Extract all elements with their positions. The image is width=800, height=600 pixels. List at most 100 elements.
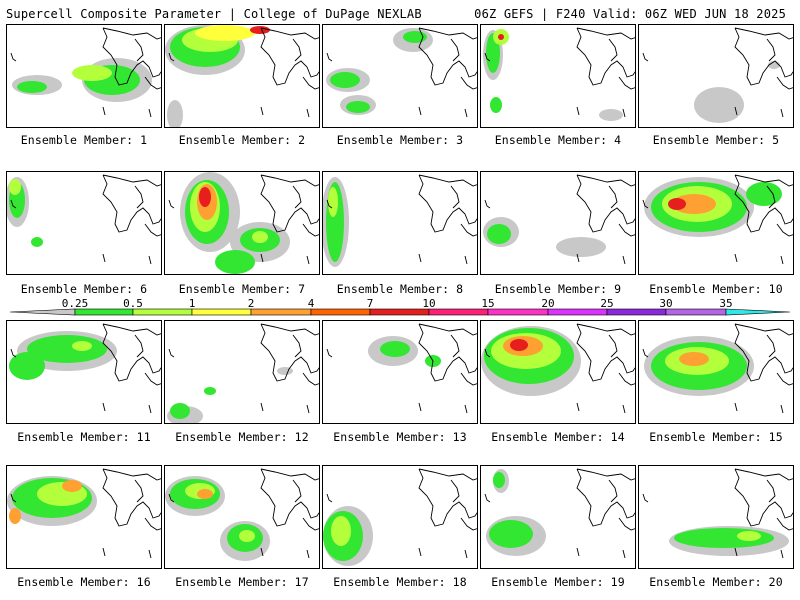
shoreline-segment xyxy=(642,493,784,559)
scp-field-map xyxy=(167,323,319,423)
legend-swatch xyxy=(369,308,430,316)
member-label: Ensemble Member: 6 xyxy=(20,282,148,296)
scp-field-map xyxy=(323,468,477,566)
member-label: Ensemble Member: 1 xyxy=(20,133,148,147)
scp-field-map xyxy=(642,174,793,265)
member-map-panel xyxy=(164,24,320,128)
legend-swatch xyxy=(310,308,371,316)
legend-swatch xyxy=(665,308,727,316)
legend-tick-label: 7 xyxy=(367,297,374,310)
member-label: Ensemble Member: 3 xyxy=(336,133,464,147)
contour-region xyxy=(331,516,351,546)
coastline xyxy=(418,27,477,90)
member-map-panel xyxy=(322,320,478,424)
legend-tick-label: 2 xyxy=(248,297,255,310)
contour-region xyxy=(346,101,370,113)
shoreline-segment xyxy=(326,199,468,265)
scp-field-map xyxy=(165,468,319,561)
contour-region xyxy=(498,34,504,40)
member-map-panel xyxy=(6,320,162,424)
member-label: Ensemble Member: 10 xyxy=(649,282,783,296)
contour-region xyxy=(72,341,92,351)
legend-tick-label: 30 xyxy=(659,297,672,310)
member-map-panel xyxy=(480,171,636,275)
coastline xyxy=(102,27,161,90)
member-map-panel xyxy=(638,24,794,128)
contour-region xyxy=(167,100,183,127)
member-label: Ensemble Member: 7 xyxy=(178,282,306,296)
contour-region xyxy=(250,26,270,34)
coastline xyxy=(102,323,161,386)
coastline xyxy=(734,174,793,237)
member-map-panel xyxy=(638,171,794,275)
coastline xyxy=(576,323,635,386)
coastline xyxy=(418,468,477,531)
member-label: Ensemble Member: 14 xyxy=(491,430,625,444)
coastline xyxy=(576,468,635,531)
scp-field-map xyxy=(9,323,161,414)
member-map-panel xyxy=(322,24,478,128)
coastline xyxy=(260,174,319,237)
scp-field-map xyxy=(642,27,793,123)
contour-region xyxy=(72,65,112,81)
scp-field-map xyxy=(483,27,635,121)
member-label: Ensemble Member: 16 xyxy=(17,575,151,589)
shoreline-segment xyxy=(326,348,468,414)
legend-swatch xyxy=(250,308,312,316)
member-map-panel xyxy=(322,465,478,569)
contour-region xyxy=(510,339,528,351)
legend-tick-label: 10 xyxy=(422,297,435,310)
contour-region xyxy=(195,25,255,41)
member-map-panel xyxy=(480,320,636,424)
coastline xyxy=(102,174,161,237)
member-map-panel xyxy=(638,465,794,569)
contour-region xyxy=(204,387,216,395)
contour-region xyxy=(199,187,211,207)
scp-field-map xyxy=(168,172,319,274)
scp-field-map xyxy=(165,25,319,127)
contour-region xyxy=(556,237,606,257)
member-label: Ensemble Member: 2 xyxy=(178,133,306,147)
contour-region xyxy=(694,87,744,123)
contour-region xyxy=(9,508,21,524)
color-legend: 0.25 0.5 1 2 4 7 10 15 20 25 30 35 xyxy=(9,297,791,316)
shoreline-segment xyxy=(168,493,310,559)
contour-region xyxy=(380,341,410,357)
shoreline-segment xyxy=(642,52,784,118)
member-label: Ensemble Member: 17 xyxy=(175,575,309,589)
contour-region xyxy=(679,352,709,366)
contour-region xyxy=(672,194,716,214)
contour-region xyxy=(599,109,623,121)
member-label: Ensemble Member: 11 xyxy=(17,430,151,444)
legend-tick-label: 1 xyxy=(189,297,196,310)
shoreline-segment xyxy=(484,348,626,414)
coastline xyxy=(260,468,319,531)
member-map-panel xyxy=(322,171,478,275)
scp-field-map xyxy=(7,468,161,559)
scp-field-map xyxy=(7,174,161,265)
member-label: Ensemble Member: 19 xyxy=(491,575,625,589)
member-map-panel xyxy=(164,320,320,424)
contour-region xyxy=(215,250,255,274)
shoreline-segment xyxy=(10,493,152,559)
member-map-panel xyxy=(638,320,794,424)
shoreline-segment xyxy=(642,199,784,265)
coastline xyxy=(734,323,793,386)
coastline xyxy=(102,468,161,531)
legend-swatch xyxy=(191,308,252,316)
legend-swatch xyxy=(547,308,608,316)
shoreline-segment xyxy=(484,199,626,265)
member-label: Ensemble Member: 4 xyxy=(494,133,622,147)
contour-region xyxy=(170,403,190,419)
shoreline-segment xyxy=(168,52,310,118)
shoreline-segment xyxy=(484,493,626,559)
shoreline-segment xyxy=(168,348,310,414)
member-label: Ensemble Member: 9 xyxy=(494,282,622,296)
legend-tick-label: 25 xyxy=(600,297,613,310)
scp-field-map xyxy=(10,27,161,118)
legend-tick-label: 0.25 xyxy=(62,297,89,310)
member-label: Ensemble Member: 12 xyxy=(175,430,309,444)
scp-field-map xyxy=(483,174,635,265)
member-map-panel xyxy=(6,24,162,128)
contour-region xyxy=(62,480,82,492)
